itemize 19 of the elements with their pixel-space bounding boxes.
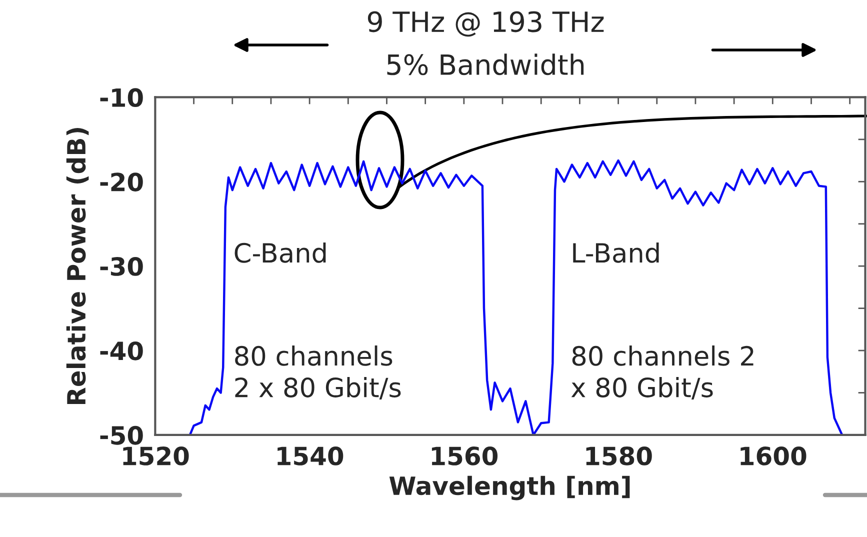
annotation: 80 channels 2 x 80 Gbit/s xyxy=(235,345,401,400)
annotation: L-Band xyxy=(573,242,659,263)
y-tick-label: -10 xyxy=(100,88,143,108)
line-series xyxy=(188,159,844,435)
x-tick-label: 1600 xyxy=(740,446,806,466)
annotation: 80 channels 2 x 80 Gbit/s xyxy=(571,345,754,400)
x-tick-label: 1540 xyxy=(278,446,344,466)
y-tick-label: -40 xyxy=(100,341,143,360)
x-tick-label: 1560 xyxy=(432,446,498,466)
y-tick-label: -20 xyxy=(100,172,143,192)
chart-subtitle: 5% Bandwidth xyxy=(387,54,584,76)
x-tick-label: 1580 xyxy=(586,446,652,466)
y-tick-label: -30 xyxy=(100,257,143,276)
x-tick-label: 1520 xyxy=(123,446,189,466)
chart-title: 9 THz @ 193 THz xyxy=(368,11,604,37)
y-tick-label: -50 xyxy=(100,426,143,445)
annotation: C-Band xyxy=(234,242,326,263)
y-axis-title: Relative Power (dB) xyxy=(66,128,89,404)
x-axis-title: Wavelength [nm] xyxy=(389,476,630,500)
